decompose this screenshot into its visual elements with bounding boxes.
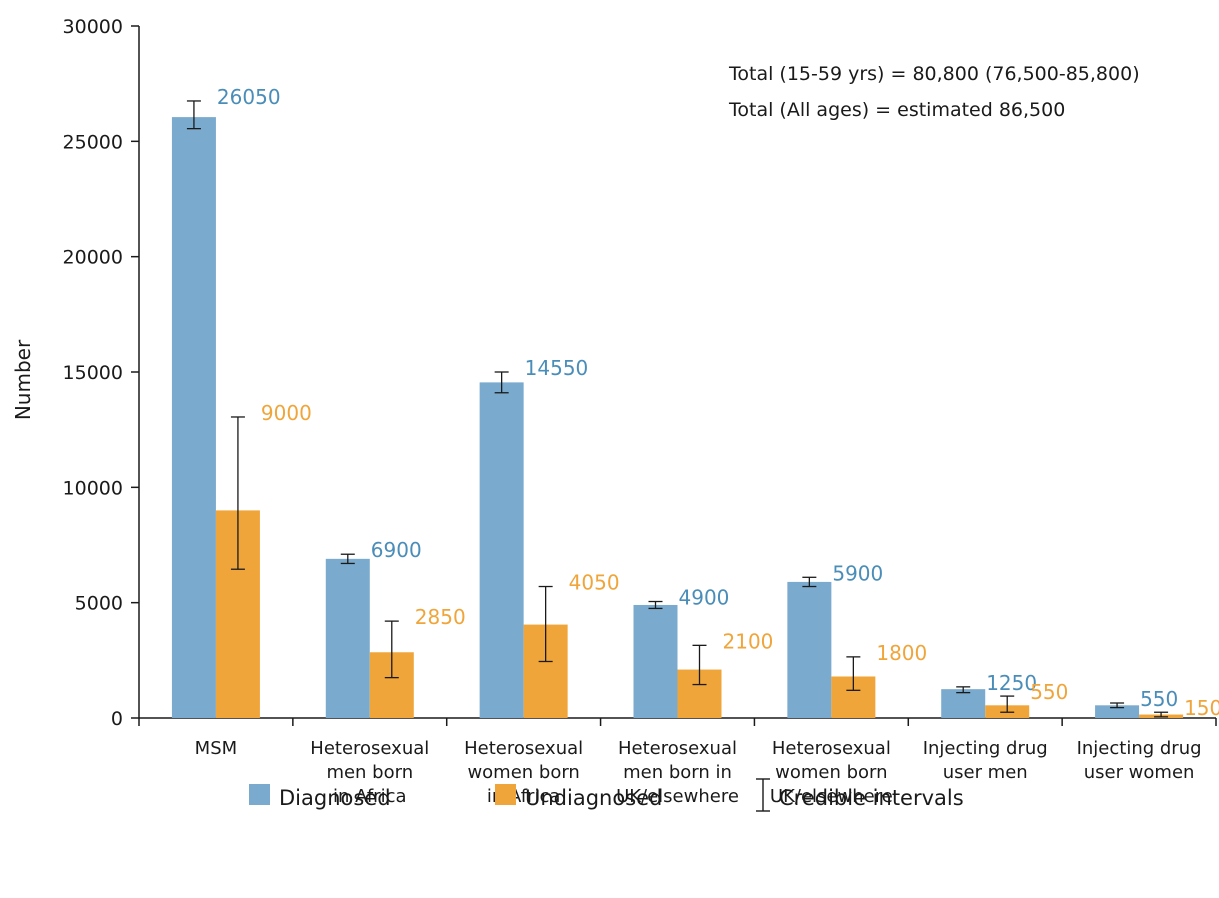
error-bar-undiagnosed [846, 656, 861, 691]
y-tick-label: 0 [111, 708, 123, 730]
error-bar-undiagnosed [538, 585, 553, 663]
legend-ci-icon [756, 778, 770, 812]
value-label-diagnosed: 26050 [217, 85, 281, 109]
y-axis-label: Number [11, 339, 35, 420]
value-label-diagnosed: 14550 [525, 356, 589, 380]
legend-label-undiagnosed: Undiagnosed [525, 786, 662, 810]
value-label-diagnosed: 6900 [371, 538, 422, 562]
legend: Diagnosed Undiagnosed Credible intervals [249, 778, 964, 812]
value-label-diagnosed: 4900 [679, 586, 730, 610]
error-bar-diagnosed [802, 576, 817, 588]
category-labels: MSM Heterosexual men born in Africa Heterose… [195, 738, 1202, 807]
y-tick-label: 30000 [63, 16, 123, 38]
legend-label-ci: Credible intervals [779, 786, 964, 810]
value-label-diagnosed: 550 [1140, 687, 1178, 711]
annotation-total-15-59: Total (15-59 yrs) = 80,800 (76,500-85,80… [728, 63, 1140, 85]
value-labels: 26050 9000 6900 2850 14550 4050 4900 2100 5900 18… [217, 85, 1219, 720]
value-label-undiagnosed: 4050 [569, 571, 620, 595]
bar-diagnosed [479, 382, 524, 718]
error-bar-diagnosed [648, 600, 663, 610]
bar-diagnosed [941, 689, 986, 718]
error-bar-undiagnosed [384, 620, 399, 679]
value-label-undiagnosed: 550 [1030, 680, 1068, 704]
bar-diagnosed [633, 604, 678, 718]
value-label-diagnosed: 5900 [832, 561, 883, 585]
bars [171, 117, 1184, 718]
bar-diagnosed [787, 581, 832, 718]
error-bar-diagnosed [494, 371, 509, 394]
legend-swatch-undiagnosed [495, 784, 516, 805]
y-tick-label: 10000 [63, 477, 123, 499]
bar-diagnosed [325, 558, 370, 718]
error-bar-diagnosed [340, 553, 355, 565]
error-bar-undiagnosed [692, 644, 707, 686]
category-label: Heterosexual men born in UK/elsewhere [616, 738, 739, 807]
error-bar-diagnosed [1110, 702, 1125, 709]
value-label-undiagnosed: 2850 [415, 605, 466, 629]
legend-label-diagnosed: Diagnosed [279, 786, 391, 810]
error-bar-undiagnosed [1154, 711, 1169, 718]
category-label: Injecting drug user men [923, 738, 1048, 783]
annotation-total-all-ages: Total (All ages) = estimated 86,500 [728, 99, 1065, 121]
category-label: Injecting drug user women [1077, 738, 1202, 783]
category-label: Heterosexual women born UK/elsewhere [770, 738, 893, 807]
error-bar-undiagnosed [230, 416, 245, 570]
error-bars [186, 100, 1169, 718]
value-label-undiagnosed: 150 [1184, 696, 1219, 720]
y-tick-label: 5000 [75, 593, 123, 615]
value-label-diagnosed: 1250 [986, 671, 1037, 695]
y-tick-label: 25000 [63, 131, 123, 153]
bar-diagnosed [171, 117, 216, 718]
error-bar-undiagnosed [1000, 695, 1015, 713]
y-tick-label: 20000 [63, 247, 123, 269]
error-bar-diagnosed [186, 100, 201, 130]
category-label: MSM [195, 738, 238, 759]
bar-diagnosed [1095, 705, 1140, 718]
value-label-undiagnosed: 2100 [723, 629, 774, 653]
value-label-undiagnosed: 1800 [876, 641, 927, 665]
legend-swatch-diagnosed [249, 784, 270, 805]
error-bar-diagnosed [956, 686, 971, 694]
axes: 0 5000 10000 15000 20000 25000 30000 [63, 16, 1217, 730]
y-tick-label: 15000 [63, 362, 123, 384]
category-label: Heterosexual men born in Africa [310, 738, 429, 807]
value-label-undiagnosed: 9000 [261, 401, 312, 425]
